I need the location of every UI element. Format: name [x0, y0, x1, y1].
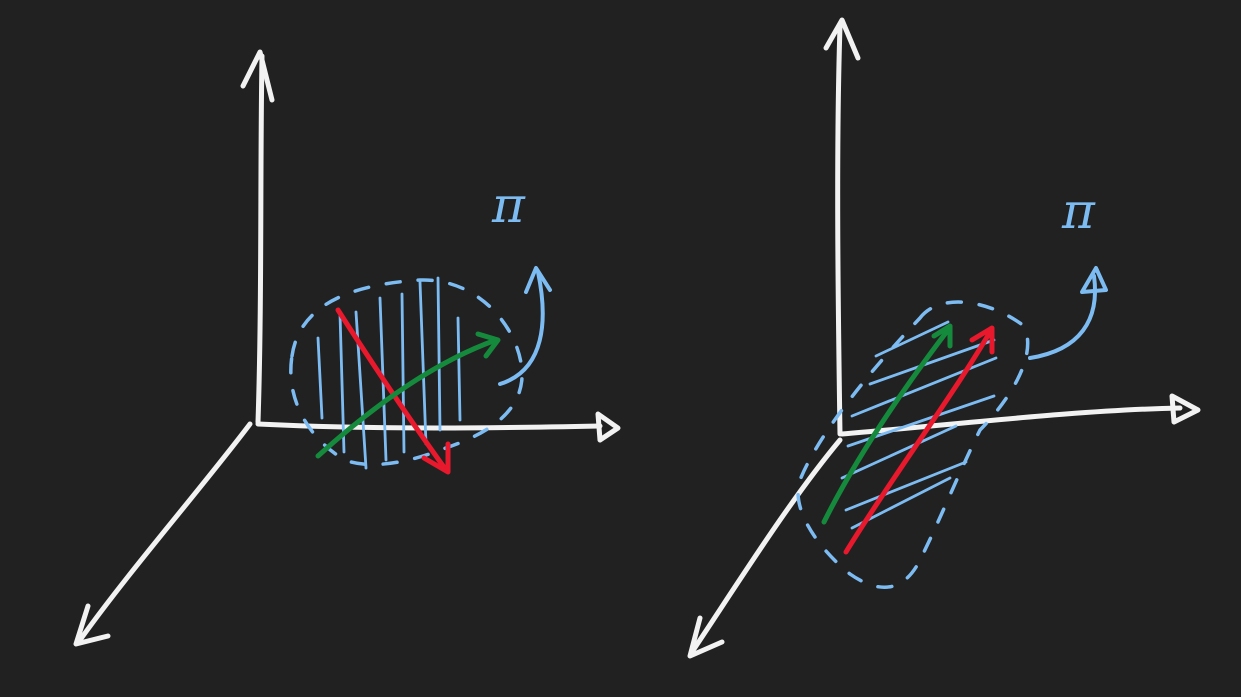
- left-sketch: π: [73, 49, 621, 647]
- left-y-axis: [255, 421, 603, 431]
- right-sketch: π: [687, 17, 1201, 659]
- right-plane-hatching: [840, 320, 998, 530]
- right-rotation-arrow: [1028, 266, 1108, 360]
- left-x-axis: [77, 421, 253, 643]
- left-plane-hatching: [316, 276, 462, 470]
- left-red-vector: [335, 307, 451, 475]
- right-z-axis-arrowhead: [823, 17, 861, 61]
- left-z-axis-arrowhead: [240, 49, 275, 103]
- right-y-axis-arrowhead: [1169, 393, 1201, 425]
- left-axes: [73, 49, 621, 647]
- left-x-axis-arrowhead: [73, 603, 111, 647]
- right-red-vector: [843, 325, 995, 555]
- right-z-axis: [835, 23, 843, 437]
- right-axes: [687, 17, 1201, 659]
- right-y-axis: [839, 405, 1183, 437]
- left-green-vector: [315, 331, 501, 459]
- right-x-axis-arrowhead: [687, 615, 725, 659]
- left-z-axis: [255, 53, 265, 425]
- left-rotation-arrow: [498, 266, 552, 386]
- right-plane-label: π: [1061, 182, 1096, 240]
- left-plane-outline: [289, 278, 524, 467]
- curved-arrow-up-icon: [498, 270, 545, 386]
- right-green-vector: [821, 323, 953, 525]
- right-x-axis: [689, 437, 843, 655]
- left-plane-label: π: [491, 176, 526, 234]
- left-y-axis-arrowhead: [595, 411, 621, 443]
